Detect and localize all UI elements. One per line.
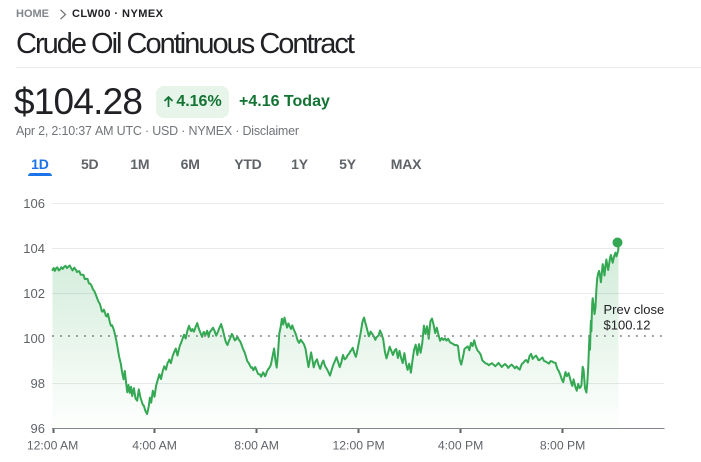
svg-text:96: 96 [31, 421, 45, 436]
svg-text:$100.12: $100.12 [604, 318, 651, 333]
svg-text:8:00 AM: 8:00 AM [234, 439, 279, 453]
svg-text:102: 102 [23, 286, 45, 301]
svg-text:106: 106 [23, 196, 45, 211]
svg-text:4:00 PM: 4:00 PM [438, 439, 483, 453]
svg-text:4:00 AM: 4:00 AM [132, 439, 177, 453]
svg-text:12:00 AM: 12:00 AM [27, 439, 79, 453]
svg-text:Prev close: Prev close [604, 302, 665, 317]
svg-text:100: 100 [23, 331, 45, 346]
svg-text:8:00 PM: 8:00 PM [540, 439, 585, 453]
svg-text:104: 104 [23, 241, 45, 256]
svg-text:98: 98 [31, 376, 45, 391]
svg-text:12:00 PM: 12:00 PM [333, 439, 385, 453]
